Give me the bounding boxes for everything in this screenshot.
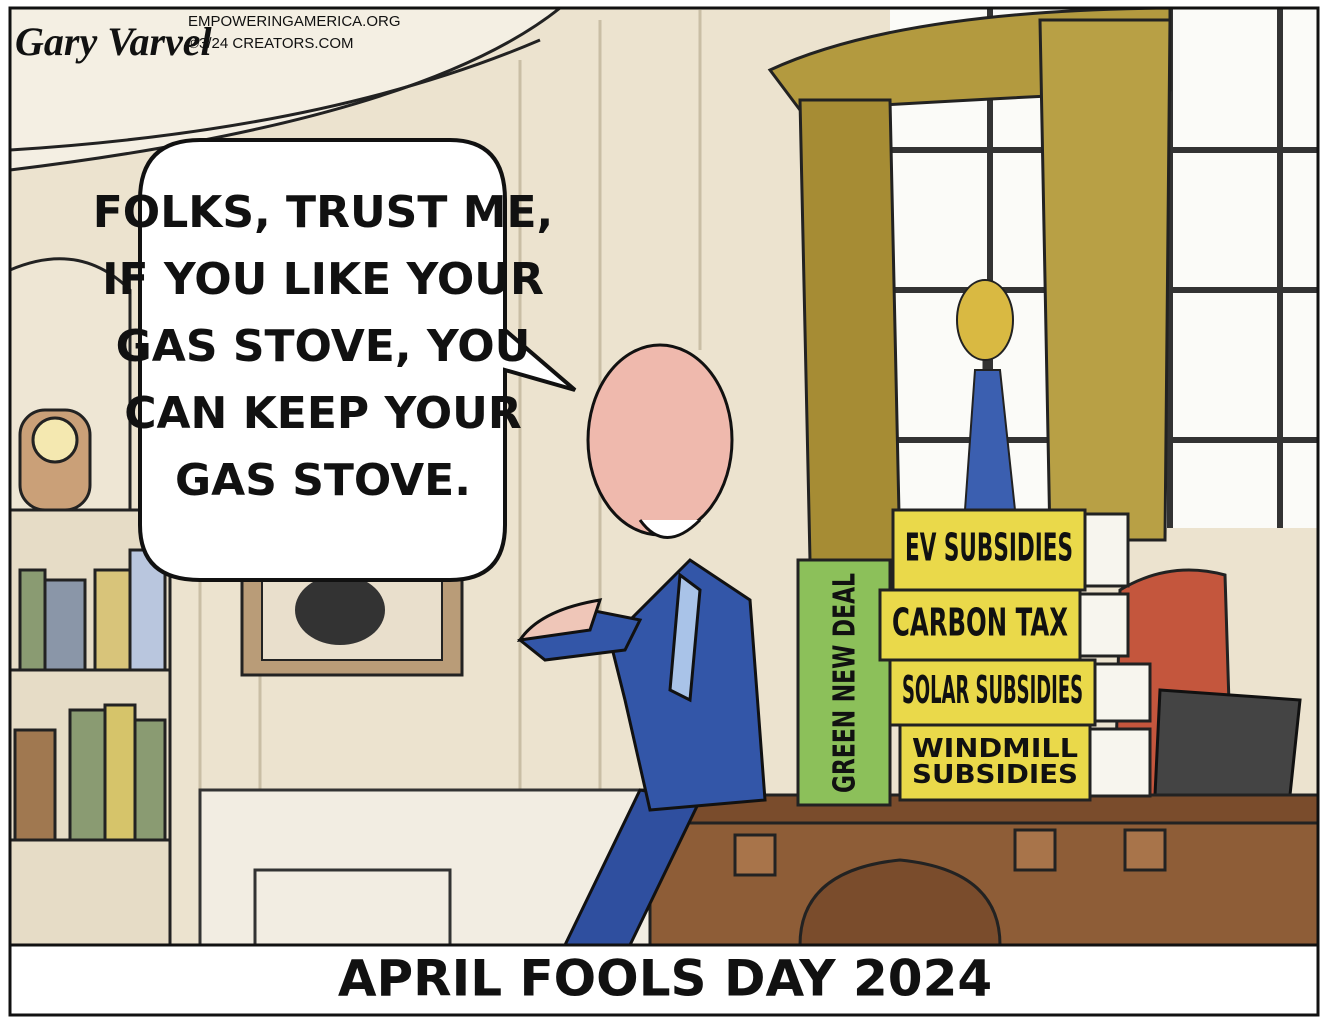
bookshelf-part <box>95 570 130 670</box>
curtains-part <box>1040 20 1170 540</box>
website: EMPOWERINGAMERICA.ORG <box>188 13 401 30</box>
bookshelf-part <box>33 418 77 462</box>
signature: Gary Varvel <box>15 19 213 64</box>
page: {"credits": {"signature": "Gary Varvel",… <box>0 0 1330 1023</box>
book-spine-title: GREEN NEW DEAL <box>828 573 863 793</box>
speech-line: GAS STOVE, YOU <box>116 321 531 372</box>
book-title: EV SUBSIDIES <box>905 526 1073 570</box>
book-pages <box>1095 664 1150 721</box>
speech-line: IF YOU LIKE YOUR <box>102 254 544 305</box>
speech-line: FOLKS, TRUST ME, <box>93 187 554 238</box>
curtains-part <box>800 100 900 560</box>
speech-line: CAN KEEP YOUR <box>124 388 522 439</box>
bookshelf-part <box>105 705 135 840</box>
book-title: SOLAR SUBSIDIES <box>902 668 1083 712</box>
copyright: ©3/24 CREATORS.COM <box>188 35 354 52</box>
book-title: CARBON TAX <box>892 601 1068 645</box>
desk-part <box>1015 830 1055 870</box>
book-title: SUBSIDIES <box>912 760 1078 790</box>
cartoon: GREEN NEW DEAL EV SUBSIDIES CARBON TAX SOL… <box>0 0 1330 1023</box>
picture-frame-part <box>295 575 385 645</box>
chair-part <box>1155 690 1300 795</box>
speech-line: GAS STOVE. <box>175 455 471 506</box>
flag-part <box>957 280 1013 360</box>
book-pages <box>1085 514 1128 586</box>
green-book: GREEN NEW DEAL <box>798 560 890 805</box>
president-figure-part <box>588 345 732 535</box>
picture-frame <box>242 567 462 675</box>
bookshelf-part <box>20 570 45 670</box>
book-pages <box>1090 729 1150 796</box>
bookshelf-part <box>15 730 55 840</box>
desk-part <box>735 835 775 875</box>
desk-part <box>1125 830 1165 870</box>
bookshelf-part <box>135 720 165 840</box>
bookshelf-part <box>45 580 85 670</box>
bookshelf-part <box>70 710 105 840</box>
book-pages <box>1080 594 1128 656</box>
caption: APRIL FOOLS DAY 2024 <box>338 950 992 1008</box>
speech-bubble: FOLKS, TRUST ME, IF YOU LIKE YOUR GAS STOV… <box>93 140 575 580</box>
desk <box>640 795 1318 945</box>
